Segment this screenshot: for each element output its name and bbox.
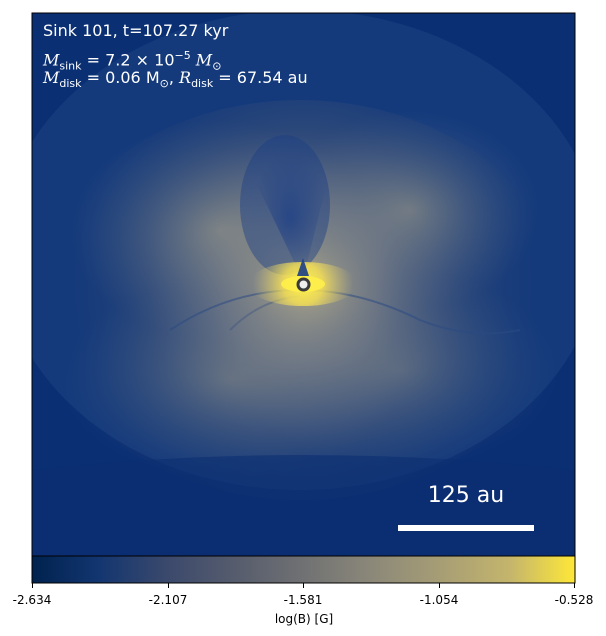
sink-marker <box>296 277 311 292</box>
rdisk-value: = 67.54 au <box>213 68 308 87</box>
colorbar-tick-label: -2.107 <box>148 593 188 607</box>
rdisk-subscript: disk <box>191 77 214 91</box>
sink-title: Sink 101, t=107.27 kyr <box>43 21 229 40</box>
colorbar-tick-label: -1.581 <box>283 593 323 607</box>
colorbar-tick-label: -2.634 <box>12 593 52 607</box>
colorbar <box>31 555 576 584</box>
colorbar-ticks <box>32 583 575 588</box>
msink-symbol: M <box>43 50 60 70</box>
msink-unit: M <box>190 50 213 70</box>
msink-subscript: sink <box>59 59 82 73</box>
rdisk-separator: , <box>168 68 180 87</box>
colorbar-tick-label: -0.528 <box>554 593 594 607</box>
msink-value: = 7.2 × 10 <box>81 50 175 70</box>
scale-bar-label: 125 au <box>427 483 505 508</box>
colorbar-label: log(B) [G] <box>274 612 334 626</box>
colorbar-tick-label: -1.054 <box>419 593 459 607</box>
mdisk-subscript: disk <box>59 77 82 91</box>
disk-properties-text: Mdisk = 0.06 M⊙, Rdisk = 67.54 au <box>43 68 308 94</box>
mdisk-unit-subscript: ⊙ <box>159 77 169 91</box>
msink-exponent: −5 <box>174 49 191 62</box>
rdisk-symbol: R <box>179 68 192 87</box>
scale-bar <box>398 525 534 531</box>
sink-mass-text: Msink = 7.2 × 10−5 M⊙ <box>43 46 221 77</box>
mdisk-symbol: M <box>43 68 60 87</box>
msink-unit-subscript: ⊙ <box>212 59 222 73</box>
mdisk-value: = 0.06 M <box>81 68 160 87</box>
